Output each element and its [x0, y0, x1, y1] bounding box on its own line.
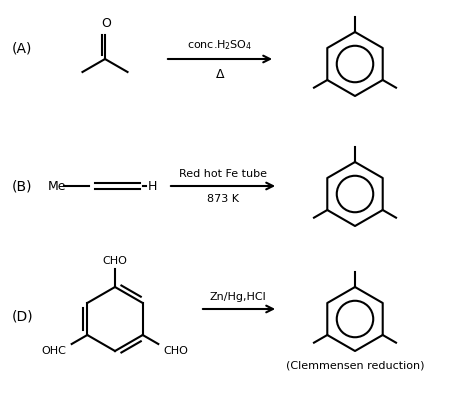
Text: CHO: CHO — [102, 256, 128, 266]
Text: O: O — [101, 17, 111, 30]
Text: (B): (B) — [12, 179, 33, 193]
Text: 873 K: 873 K — [207, 194, 239, 204]
Text: Red hot Fe tube: Red hot Fe tube — [179, 169, 267, 179]
Text: (D): (D) — [12, 309, 34, 323]
Text: conc.H$_2$SO$_4$: conc.H$_2$SO$_4$ — [187, 38, 253, 52]
Text: (Clemmensen reduction): (Clemmensen reduction) — [286, 361, 424, 371]
Text: Zn/Hg,HCl: Zn/Hg,HCl — [210, 292, 266, 302]
Text: (A): (A) — [12, 42, 32, 56]
Text: Me: Me — [48, 179, 66, 192]
Text: OHC: OHC — [42, 346, 67, 356]
Text: H: H — [148, 179, 157, 192]
Text: CHO: CHO — [164, 346, 188, 356]
Text: $\Delta$: $\Delta$ — [215, 68, 225, 81]
